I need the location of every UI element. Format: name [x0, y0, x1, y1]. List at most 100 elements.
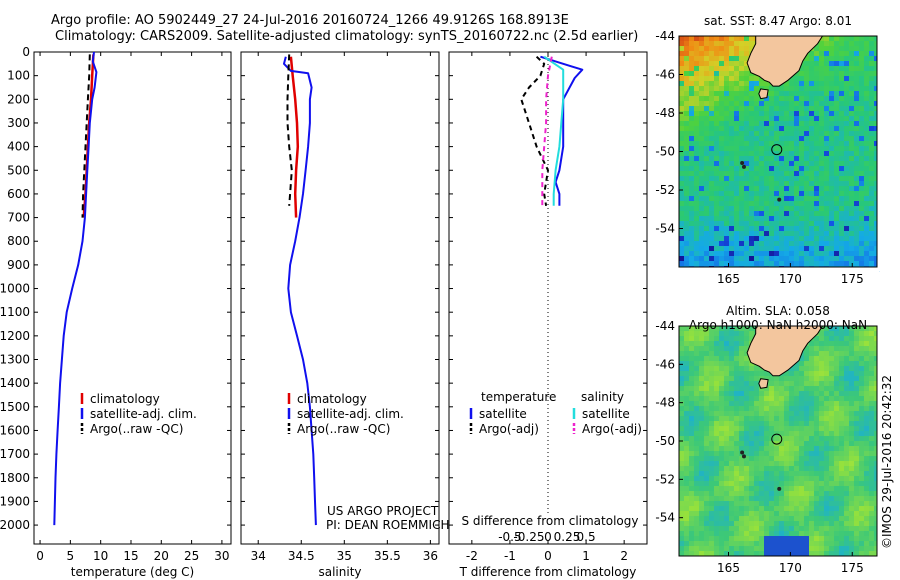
map-cell	[719, 151, 725, 157]
map-cell	[804, 116, 810, 122]
map-cell	[799, 151, 805, 157]
map-cell	[699, 481, 705, 487]
map-cell	[739, 541, 745, 547]
map-cell	[809, 131, 815, 137]
map-cell	[849, 526, 855, 532]
map-cell	[764, 236, 770, 242]
map-cell	[739, 551, 745, 557]
map-cell	[724, 76, 730, 82]
map-cell	[784, 231, 790, 237]
map-cell	[869, 516, 875, 522]
map-cell	[769, 531, 775, 537]
map-cell	[789, 176, 795, 182]
map-cell	[859, 151, 865, 157]
map-cell	[774, 476, 780, 482]
map-cell	[834, 156, 840, 162]
map-cell	[849, 206, 855, 212]
map-cell	[834, 146, 840, 152]
map-cell	[714, 356, 720, 362]
map-cell	[814, 141, 820, 147]
map-cell	[774, 511, 780, 517]
map-cell	[794, 546, 800, 552]
map-cell	[824, 111, 830, 117]
map-cell	[854, 161, 860, 167]
map-cell	[819, 46, 825, 52]
map-cell	[729, 481, 735, 487]
map-cell	[759, 186, 765, 192]
map-cell	[699, 66, 705, 72]
map-cell	[789, 246, 795, 252]
map-cell	[724, 361, 730, 367]
map-cell	[814, 231, 820, 237]
map-cell	[804, 451, 810, 457]
map-cell	[869, 536, 875, 542]
map-cell	[849, 536, 855, 542]
map-cell	[824, 451, 830, 457]
map-cell	[684, 551, 690, 557]
map-cell	[864, 171, 870, 177]
map-cell	[719, 231, 725, 237]
map-cell	[789, 376, 795, 382]
map-cell	[744, 411, 750, 417]
map-cell	[859, 176, 865, 182]
map-cell	[734, 371, 740, 377]
map-cell	[719, 246, 725, 252]
map-cell	[854, 506, 860, 512]
map-cell	[724, 256, 730, 262]
map-cell	[829, 221, 835, 227]
map-cell	[834, 246, 840, 252]
map-cell	[839, 441, 845, 447]
map-cell	[774, 531, 780, 537]
map-cell	[829, 41, 835, 47]
map-cell	[834, 171, 840, 177]
map-cell	[739, 41, 745, 47]
map-cell	[689, 411, 695, 417]
map-cell	[854, 76, 860, 82]
map-cell	[834, 211, 840, 217]
map-cell	[829, 371, 835, 377]
map-cell	[694, 81, 700, 87]
map-cell	[824, 481, 830, 487]
map-cell	[784, 391, 790, 397]
map-cell	[774, 516, 780, 522]
map-cell	[774, 156, 780, 162]
map-cell	[819, 491, 825, 497]
x-tick-label: -2	[466, 549, 478, 563]
map-cell	[734, 116, 740, 122]
map-cell	[764, 126, 770, 132]
map-cell	[704, 41, 710, 47]
map-cell	[804, 371, 810, 377]
map-cell	[739, 426, 745, 432]
map-cell	[709, 76, 715, 82]
map-cell	[844, 206, 850, 212]
map-cell	[749, 101, 755, 107]
map-cell	[709, 206, 715, 212]
map-cell	[859, 386, 865, 392]
depth-tick-label: 1500	[0, 400, 30, 414]
map-cell	[819, 346, 825, 352]
map-cell	[704, 411, 710, 417]
map-cell	[679, 251, 685, 257]
map-cell	[684, 416, 690, 422]
map-cell	[864, 351, 870, 357]
map-cell	[859, 481, 865, 487]
map-cell	[719, 51, 725, 57]
map-cell	[689, 356, 695, 362]
map-cell	[864, 126, 870, 132]
map-cell	[844, 451, 850, 457]
map-cell	[824, 221, 830, 227]
map-cell	[714, 476, 720, 482]
map-cell	[694, 101, 700, 107]
map-cell	[829, 391, 835, 397]
land-stewart-island	[758, 88, 769, 100]
map-cell	[799, 126, 805, 132]
map-cell	[814, 466, 820, 472]
map-cell	[819, 386, 825, 392]
map-cell	[849, 91, 855, 97]
map-cell	[839, 186, 845, 192]
map-cell	[699, 181, 705, 187]
map-cell	[784, 536, 790, 542]
map-cell	[779, 466, 785, 472]
map-cell	[834, 376, 840, 382]
map-cell	[699, 211, 705, 217]
